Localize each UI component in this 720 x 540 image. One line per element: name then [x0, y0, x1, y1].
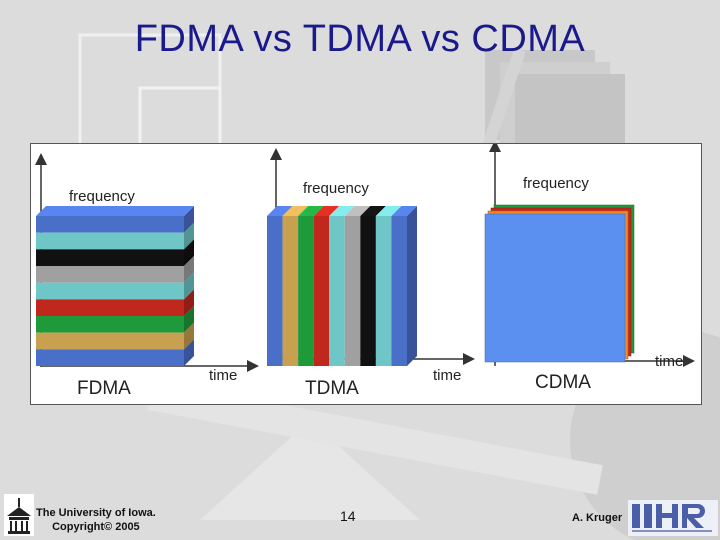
fdma-band-side	[184, 222, 194, 250]
fdma-band-side	[184, 206, 194, 233]
tdma-slot	[313, 216, 330, 366]
fdma-band-side	[184, 322, 194, 350]
tdma-slot	[360, 216, 376, 366]
tdma-slot	[391, 216, 407, 366]
cdma-frequency-label: frequency	[523, 175, 589, 192]
fdma-band	[36, 299, 184, 316]
fdma-band	[36, 316, 184, 333]
tdma-frequency-label: frequency	[303, 180, 369, 197]
cdma-layers	[484, 204, 635, 363]
fdma-band	[36, 282, 184, 300]
tdma-slot-top	[282, 206, 309, 216]
iihr-logo-icon	[628, 500, 718, 536]
tdma-slot	[267, 216, 283, 366]
fdma-band-side	[184, 256, 194, 283]
footer-copyright: The University of Iowa. Copyright© 2005	[36, 506, 156, 534]
fdma-panel: frequency time FDMA	[35, 153, 259, 399]
fdma-band-side	[184, 239, 194, 266]
author-name: A. Kruger	[572, 512, 623, 524]
cdma-panel: frequency time CDMA	[484, 144, 695, 393]
tdma-slot-top	[344, 206, 371, 216]
tdma-slot-top	[313, 206, 340, 216]
cdma-time-label: time	[655, 353, 683, 370]
fdma-band-top	[36, 206, 194, 216]
slide-title: FDMA vs TDMA vs CDMA	[134, 18, 586, 60]
tdma-slots	[267, 206, 417, 366]
tdma-slot-top	[267, 206, 293, 216]
tdma-slot	[298, 216, 314, 366]
tdma-slot-side	[407, 206, 417, 366]
tdma-slot-top	[329, 206, 355, 216]
fdma-band	[36, 249, 184, 266]
tdma-label: TDMA	[305, 378, 359, 399]
tdma-panel: frequency time TDMA	[267, 148, 475, 399]
tdma-slot	[375, 216, 392, 366]
footer-university: The University of Iowa.	[36, 507, 156, 519]
fdma-frequency-label: frequency	[69, 188, 135, 205]
fdma-label: FDMA	[77, 378, 131, 399]
fdma-bands	[36, 206, 194, 366]
fdma-band	[36, 216, 184, 233]
diagram-svg: frequency time FDMA frequency time TDMA …	[35, 144, 695, 399]
footer-copyright-year: Copyright© 2005	[52, 521, 140, 533]
fdma-band-side	[184, 289, 194, 316]
fdma-band-side	[184, 339, 194, 366]
cdma-label: CDMA	[535, 372, 591, 393]
fdma-band	[36, 349, 184, 366]
tdma-slot	[344, 216, 361, 366]
university-logo-icon	[4, 494, 34, 536]
fdma-band	[36, 266, 184, 283]
fdma-band-side	[184, 272, 194, 300]
tdma-slot-top	[298, 206, 324, 216]
tdma-slot-top	[360, 206, 386, 216]
tdma-slot	[282, 216, 299, 366]
cdma-code-layer	[484, 213, 626, 363]
fdma-band	[36, 332, 184, 350]
tdma-time-label: time	[433, 367, 461, 384]
fdma-band-side	[184, 306, 194, 333]
fdma-time-label: time	[209, 367, 237, 384]
multiple-access-diagram: frequency time FDMA frequency time TDMA …	[30, 143, 702, 405]
tdma-slot-top	[375, 206, 402, 216]
tdma-slot	[329, 216, 345, 366]
fdma-band	[36, 232, 184, 250]
tdma-slot-top	[391, 206, 417, 216]
page-number: 14	[340, 508, 356, 524]
